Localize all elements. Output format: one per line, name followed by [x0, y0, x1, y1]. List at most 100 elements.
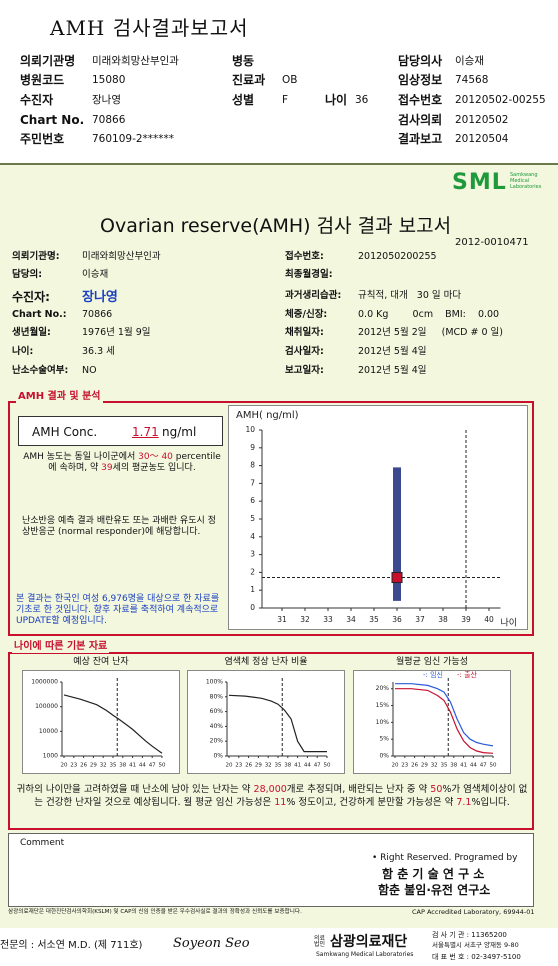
x-tick-label: 29 [421, 763, 428, 769]
text-run: 본 결과는 한국인 여성 6,976명을 대상으로 한 자료를 기초로 한 것입… [16, 594, 220, 626]
x-tick-label: 44 [470, 763, 477, 769]
field-label: 병동 [232, 54, 255, 68]
text-run: 11 [274, 796, 287, 808]
info-value: 이승재 [82, 269, 109, 280]
x-tick-label: 31 [277, 615, 287, 624]
info-label: 나이: [12, 346, 34, 357]
y-tick-label: 1 [250, 585, 255, 594]
conc-label: AMH Conc. [32, 425, 98, 439]
x-tick-label: 44 [304, 763, 311, 769]
y-tick-label: 40% [210, 723, 224, 730]
logo-sub: Samkwang Medical Laboratories [510, 172, 542, 190]
text-run: %입니다. [471, 796, 510, 808]
text-run: 7.1 [456, 796, 472, 808]
x-tick-label: 29 [90, 763, 97, 769]
field-value: 760109-2****** [92, 133, 175, 145]
field-value: 20120502-00255 [455, 94, 546, 106]
info-label: 채취일자: [285, 327, 324, 338]
field-value: 70866 [92, 114, 126, 126]
info-value: 36.3 세 [82, 346, 115, 357]
info-label: 체중/신장: [285, 309, 328, 320]
y-tick-label: 7 [250, 478, 255, 487]
info-value: NO [82, 365, 97, 376]
field-label: 담당의사 [398, 54, 443, 68]
x-tick-label: 34 [346, 615, 356, 624]
info-value: 1976년 1월 9일 [82, 327, 151, 338]
field-value: 36 [355, 94, 369, 106]
x-tick-label: 32 [265, 763, 272, 769]
text-run: AMH 농도는 동일 나이군에서 [23, 452, 139, 462]
x-axis-label: 나이 [501, 618, 518, 629]
info-label: 검사일자: [285, 346, 324, 357]
x-tick-label: 38 [284, 763, 291, 769]
info-value: 2012년 5월 4일 [358, 346, 427, 357]
y-tick-label: 0% [379, 753, 389, 760]
y-tick-label: 0% [213, 753, 223, 760]
x-tick-label: 38 [438, 615, 448, 624]
org-name: 삼광의료재단 [330, 934, 408, 950]
x-tick-label: 32 [300, 615, 310, 624]
x-tick-label: 41 [129, 763, 136, 769]
age-section-box [8, 652, 534, 830]
text-run: 30～ 40 [138, 452, 173, 462]
y-tick-label: 5% [379, 736, 389, 743]
field-label: 병원코드 [20, 73, 65, 87]
y-tick-label: 9 [250, 443, 255, 452]
text-run: 귀하의 나이만을 고려하였을 때 난소에 남아 있는 난자는 약 [16, 784, 254, 795]
field-value: 20120502 [455, 114, 509, 126]
age-chart-panel [22, 670, 180, 774]
info-label: 과거생리습관: [285, 290, 342, 301]
x-tick-label: 40 [484, 615, 494, 624]
conc-value: 1.71 [132, 425, 159, 439]
y-axis-label: AMH( ng/ml) [236, 410, 299, 421]
amh-text: 본 결과는 한국인 여성 6,976명을 대상으로 한 자료를 기초로 한 것입… [16, 594, 226, 626]
report-title: Ovarian reserve(AMH) 검사 결과 보고서 [100, 215, 452, 237]
y-tick-label: 100% [206, 679, 223, 686]
y-tick-label: 10% [376, 719, 390, 726]
field-label: 나이 [325, 93, 348, 107]
org: 함 춘 기 술 연 구 소 [382, 867, 485, 881]
amh-section-box [8, 401, 534, 636]
text-run: 세의 평균농도 입니다. [112, 462, 196, 473]
comment-label: Comment [20, 838, 65, 848]
y-tick-label: 80% [210, 693, 224, 700]
org-en: Samkwang Medical Laboratories [316, 951, 414, 958]
y-tick-label: 15% [376, 702, 390, 709]
y-tick-label: 6 [250, 496, 255, 505]
logo: SML [452, 170, 507, 195]
info-label: 최종월경일: [285, 269, 333, 280]
chart-title: 월평균 임신 가능성 [396, 657, 468, 667]
info-label: 접수번호: [285, 251, 324, 262]
conc-box [18, 416, 223, 446]
conc-unit: ng/ml [162, 425, 197, 439]
curve [395, 688, 494, 754]
section-title: AMH 결과 및 분석 [16, 391, 103, 403]
x-tick-label: 32 [431, 763, 438, 769]
field-value: 장나영 [92, 94, 121, 106]
x-tick-label: 47 [314, 763, 321, 769]
x-tick-label: 20 [392, 763, 399, 769]
info-value: 규칙적, 대개 30 일 마다 [358, 290, 462, 301]
field-label: 결과보고 [398, 132, 443, 146]
x-tick-label: 26 [245, 763, 252, 769]
y-tick-label: 100000 [35, 703, 58, 710]
x-tick-label: 39 [461, 615, 471, 624]
info-value: 0.0 Kg 0cm BMI: 0.00 [358, 309, 500, 320]
text-run: 28,000 [253, 784, 287, 795]
field-label: 수진자 [20, 93, 54, 107]
y-tick-label: 3 [250, 550, 255, 559]
x-tick-label: 36 [392, 615, 402, 624]
info-value: 미래와희망산부인과 [82, 251, 161, 262]
x-tick-label: 23 [235, 763, 242, 769]
x-tick-label: 26 [411, 763, 418, 769]
info-value: 장나영 [82, 290, 118, 305]
curve [395, 683, 494, 747]
org-prefix: 의료법인 [314, 935, 326, 948]
field-label: Chart No. [20, 113, 85, 127]
x-tick-label: 32 [100, 763, 107, 769]
field-label: 성별 [232, 93, 255, 107]
legend-entry: -: 임신 [423, 670, 443, 679]
info-value: 2012년 5월 2일 (MCD # 0 일) [358, 327, 503, 338]
x-tick-label: 35 [275, 763, 282, 769]
